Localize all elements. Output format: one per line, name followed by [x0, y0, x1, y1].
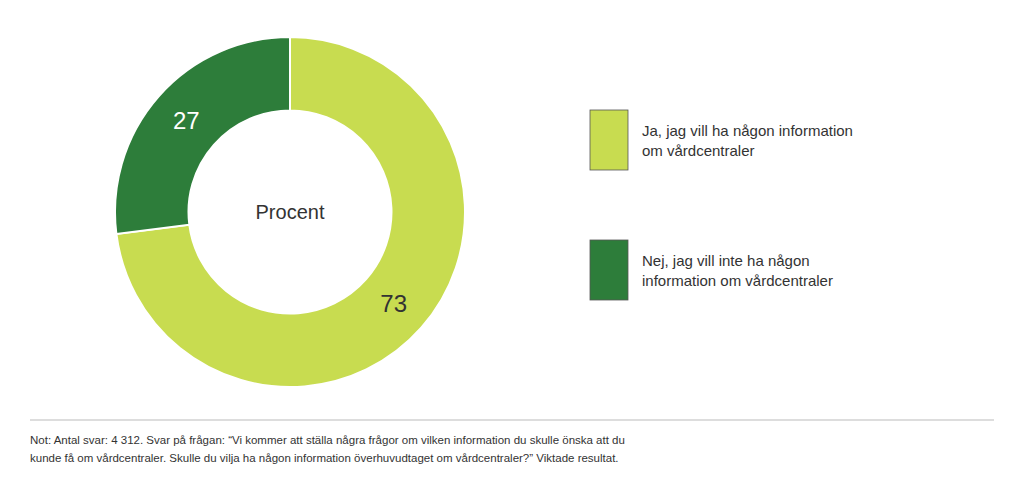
legend-label: Nej, jag vill inte ha någon information o…	[642, 252, 833, 289]
chart: 73 27 Procent Ja, jag vill ha någon informa…	[0, 0, 1024, 500]
note: Not: Antal svar: 4 312. Svar på frågan: …	[30, 434, 625, 464]
text-line: information om vårdcentraler	[642, 272, 833, 289]
legend-label: Ja, jag vill ha någon information om vård…	[642, 122, 853, 159]
legend-swatch	[590, 110, 628, 170]
data-label: 73	[380, 290, 407, 317]
legend-swatch	[590, 240, 628, 300]
separator	[30, 420, 994, 421]
text-line: kunde få om vårdcentraler. Skulle du vil…	[30, 452, 619, 464]
center-text: Procent	[256, 201, 325, 223]
text-line: Not: Antal svar: 4 312. Svar på frågan: …	[30, 434, 625, 446]
text-line: Nej, jag vill inte ha någon	[642, 252, 810, 269]
data-label: 27	[173, 107, 200, 134]
donut: 73 27 Procent	[115, 37, 465, 387]
text-line: om vårdcentraler	[642, 142, 755, 159]
text-line: Ja, jag vill ha någon information	[642, 122, 853, 139]
legend: Ja, jag vill ha någon information om vård…	[590, 110, 853, 300]
